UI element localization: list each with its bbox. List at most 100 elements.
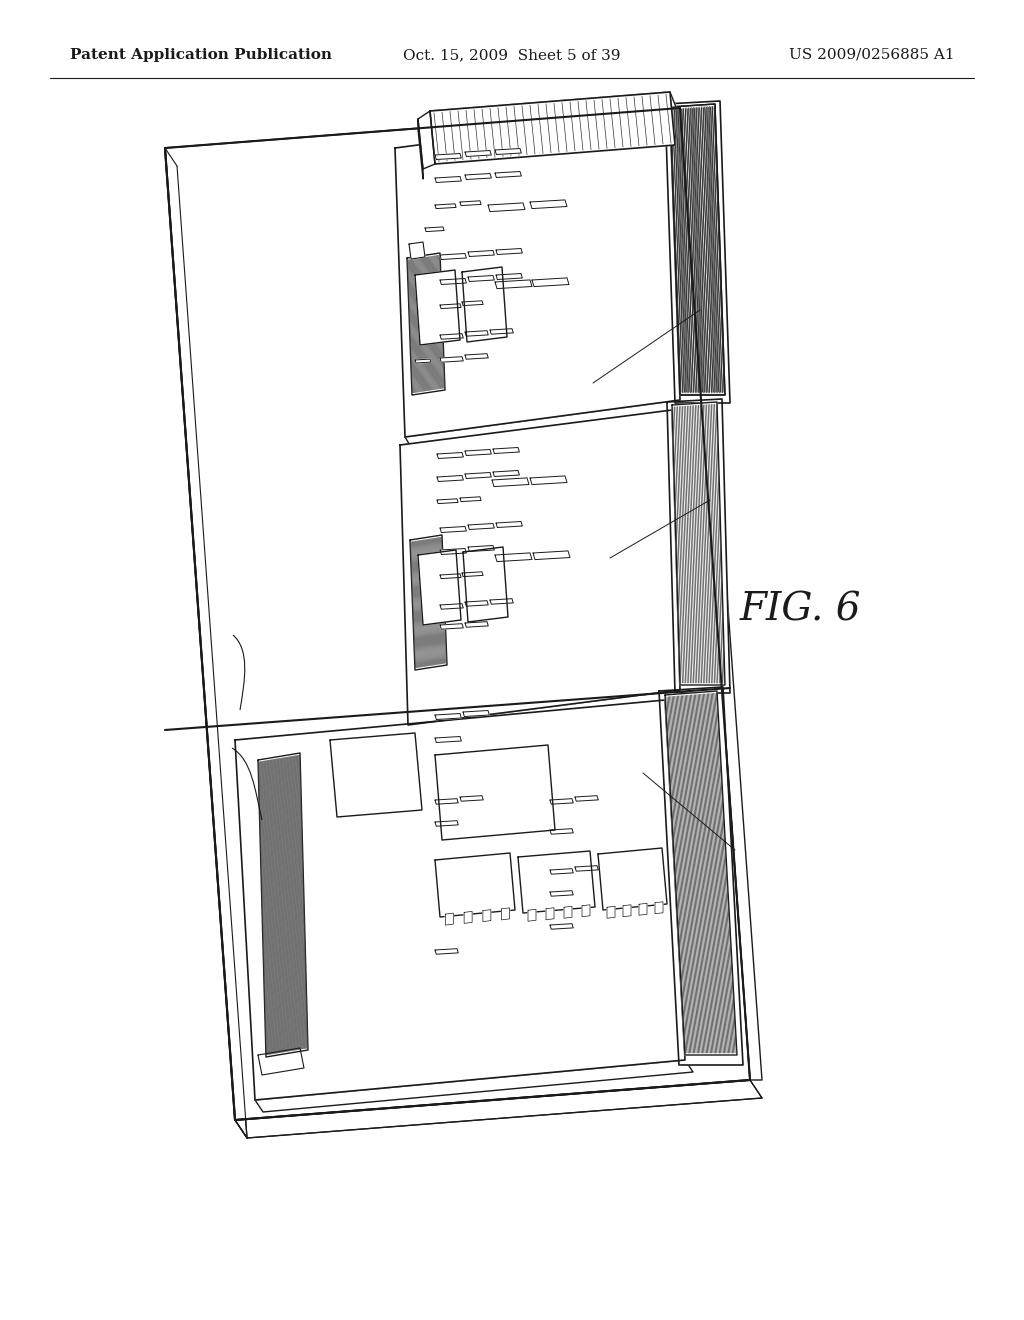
Polygon shape [530, 477, 567, 484]
Polygon shape [435, 153, 462, 160]
Polygon shape [440, 549, 466, 554]
Polygon shape [418, 111, 435, 169]
Polygon shape [462, 572, 483, 577]
Polygon shape [430, 92, 675, 164]
Polygon shape [492, 478, 529, 487]
Polygon shape [670, 104, 725, 395]
Polygon shape [667, 399, 730, 693]
Polygon shape [465, 473, 492, 479]
Polygon shape [665, 690, 737, 1055]
Polygon shape [493, 447, 519, 454]
Polygon shape [258, 1048, 304, 1074]
Polygon shape [496, 248, 522, 255]
Polygon shape [435, 203, 456, 209]
Polygon shape [639, 903, 647, 915]
Polygon shape [495, 172, 521, 177]
Polygon shape [462, 267, 507, 342]
Polygon shape [440, 304, 461, 309]
Polygon shape [437, 499, 458, 504]
Polygon shape [435, 714, 462, 719]
Polygon shape [528, 909, 536, 921]
Polygon shape [530, 199, 567, 209]
Polygon shape [665, 102, 730, 403]
Polygon shape [468, 276, 495, 281]
Text: FIG. 6: FIG. 6 [739, 591, 861, 628]
Polygon shape [406, 400, 686, 447]
Polygon shape [462, 301, 483, 306]
Polygon shape [440, 527, 466, 532]
Text: Oct. 15, 2009  Sheet 5 of 39: Oct. 15, 2009 Sheet 5 of 39 [403, 48, 621, 62]
Polygon shape [550, 891, 573, 896]
Polygon shape [234, 700, 685, 1100]
Polygon shape [495, 553, 532, 561]
Polygon shape [400, 411, 680, 725]
Polygon shape [435, 177, 462, 182]
Polygon shape [496, 273, 522, 280]
Polygon shape [415, 271, 460, 345]
Polygon shape [546, 908, 554, 920]
Polygon shape [445, 913, 454, 925]
Polygon shape [495, 149, 521, 154]
Polygon shape [550, 869, 573, 874]
Polygon shape [425, 227, 444, 231]
Polygon shape [440, 574, 461, 578]
Polygon shape [407, 253, 445, 395]
Polygon shape [465, 173, 492, 180]
Polygon shape [435, 949, 459, 954]
Text: 63a: 63a [595, 374, 624, 387]
Polygon shape [410, 535, 447, 671]
Polygon shape [468, 524, 495, 529]
Polygon shape [655, 902, 663, 913]
Polygon shape [672, 403, 725, 685]
Polygon shape [430, 92, 676, 125]
Polygon shape [465, 622, 488, 627]
Polygon shape [550, 829, 573, 834]
Polygon shape [440, 334, 463, 339]
Polygon shape [532, 279, 569, 286]
Polygon shape [463, 546, 508, 622]
Text: US 2009/0256885 A1: US 2009/0256885 A1 [790, 48, 955, 62]
Polygon shape [435, 799, 459, 804]
Polygon shape [440, 356, 463, 362]
Text: 63a: 63a [612, 548, 641, 562]
Polygon shape [464, 911, 472, 924]
Polygon shape [435, 853, 515, 917]
Polygon shape [418, 550, 461, 624]
Polygon shape [550, 924, 573, 929]
Polygon shape [659, 686, 743, 1065]
Polygon shape [330, 733, 422, 817]
Text: 63a: 63a [645, 763, 674, 777]
Polygon shape [435, 744, 555, 840]
Polygon shape [680, 108, 762, 1080]
Polygon shape [483, 909, 490, 921]
Polygon shape [598, 847, 667, 909]
Polygon shape [440, 603, 463, 610]
Polygon shape [493, 470, 519, 477]
Polygon shape [409, 242, 425, 259]
Polygon shape [465, 354, 488, 359]
Polygon shape [582, 904, 590, 917]
Polygon shape [607, 907, 615, 919]
Polygon shape [234, 1080, 762, 1138]
Polygon shape [502, 908, 510, 920]
Polygon shape [255, 1060, 693, 1111]
Polygon shape [395, 112, 680, 437]
Polygon shape [463, 710, 489, 717]
Polygon shape [490, 599, 513, 605]
Polygon shape [460, 201, 481, 206]
Polygon shape [408, 690, 686, 735]
Polygon shape [575, 796, 598, 801]
Polygon shape [468, 545, 495, 552]
Polygon shape [490, 329, 513, 334]
Text: 62: 62 [220, 630, 243, 647]
Polygon shape [495, 280, 532, 289]
Polygon shape [564, 907, 572, 919]
Polygon shape [465, 150, 492, 157]
Polygon shape [550, 799, 573, 804]
Polygon shape [440, 253, 466, 260]
Polygon shape [258, 752, 308, 1057]
Polygon shape [465, 601, 488, 606]
Polygon shape [437, 475, 463, 482]
Polygon shape [165, 148, 247, 1138]
Polygon shape [415, 359, 431, 363]
